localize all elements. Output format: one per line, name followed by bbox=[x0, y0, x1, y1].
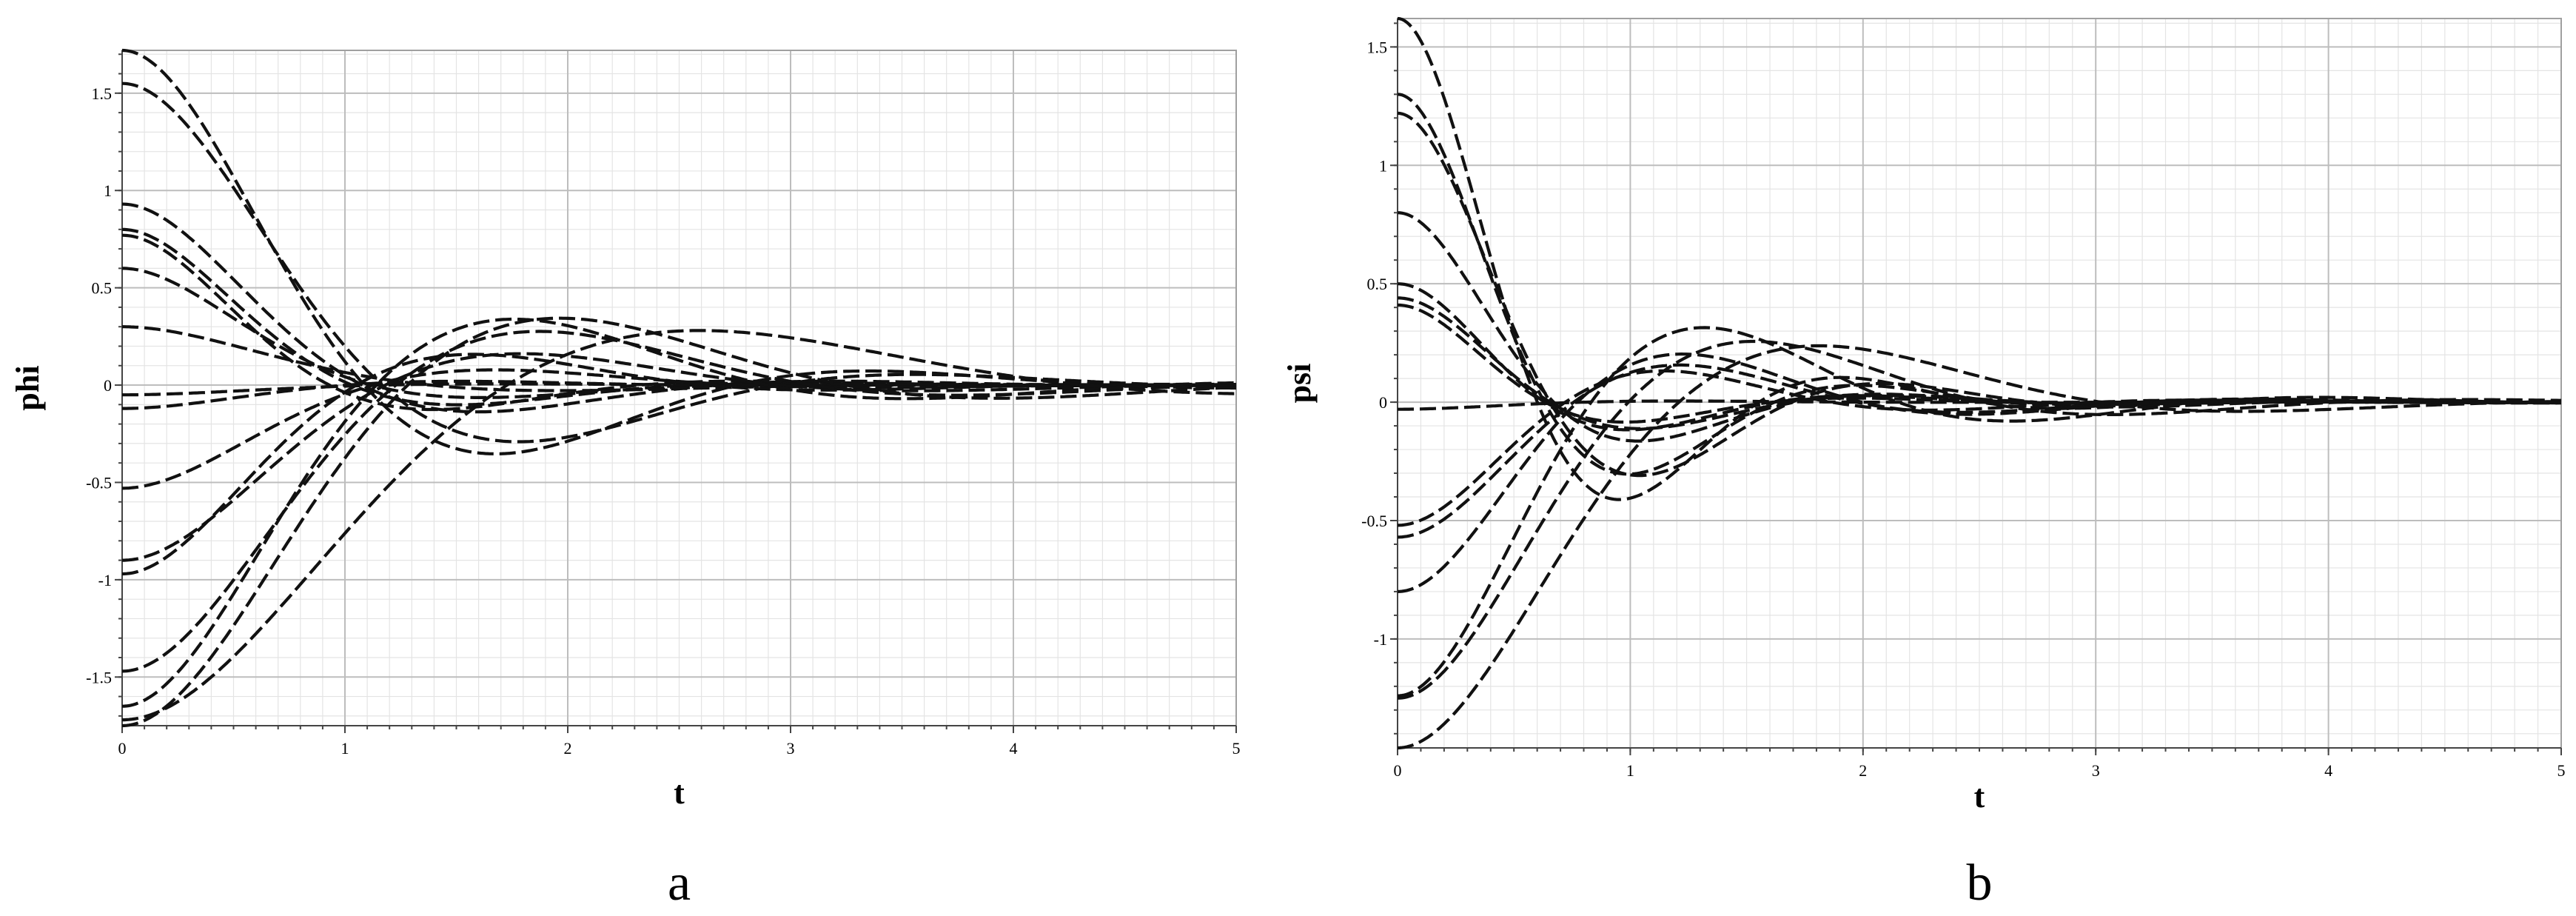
series-line-14 bbox=[1398, 344, 2561, 750]
panel-label: b bbox=[1967, 855, 1993, 912]
y-tick-label: -1 bbox=[98, 571, 112, 589]
y-tick-label: 1 bbox=[1379, 156, 1387, 175]
y-tick-label: 0 bbox=[104, 376, 112, 395]
chart-a: 0 1 2 3 4 5 -1.5 -1 -0.5 0 0.5 1 1.5 t phi a bbox=[10, 48, 1241, 912]
x-tick-label: 4 bbox=[1010, 739, 1018, 758]
x-tick-label: 3 bbox=[787, 739, 795, 758]
chart-b: 0 1 2 3 4 5 -1 -0.5 0 0.5 1 1.5 t psi b bbox=[1281, 16, 2566, 912]
series-line-11 bbox=[1398, 352, 2561, 593]
y-tick-label: -0.5 bbox=[86, 473, 112, 492]
y-tick-label: 1 bbox=[104, 181, 112, 200]
series-line-12 bbox=[122, 352, 1236, 576]
series-line-15 bbox=[122, 316, 1236, 728]
x-axis-title: t bbox=[1974, 778, 1985, 815]
y-tick-label: 1.5 bbox=[92, 84, 113, 103]
x-tick-label: 5 bbox=[1232, 739, 1241, 758]
x-tick-label: 5 bbox=[2557, 761, 2566, 780]
series-line-2 bbox=[122, 81, 1236, 444]
x-tick-label: 0 bbox=[118, 739, 127, 758]
x-tick-label: 0 bbox=[1394, 761, 1402, 780]
series-group bbox=[1398, 16, 2561, 750]
y-tick-label: -1.5 bbox=[86, 668, 112, 686]
grid bbox=[121, 50, 1237, 726]
y-tick-label: -1 bbox=[1374, 630, 1387, 649]
x-tick-label: 3 bbox=[2092, 761, 2100, 780]
x-tick-label: 2 bbox=[564, 739, 572, 758]
series-line-12 bbox=[1398, 326, 2561, 698]
series-line-16 bbox=[122, 329, 1236, 722]
x-tick-label: 2 bbox=[1859, 761, 1867, 780]
x-tick-label: 1 bbox=[1626, 761, 1634, 780]
series-line-14 bbox=[122, 317, 1236, 708]
y-axis-title: phi bbox=[10, 365, 46, 410]
y-tick-label: 0.5 bbox=[92, 279, 113, 298]
panel-label: a bbox=[668, 855, 691, 912]
y-tick-label: -0.5 bbox=[1361, 512, 1387, 530]
x-tick-label: 1 bbox=[341, 739, 349, 758]
x-tick-label: 4 bbox=[2324, 761, 2332, 780]
series-line-11 bbox=[122, 352, 1236, 562]
grid bbox=[1397, 19, 2562, 748]
y-tick-label: 0.5 bbox=[1367, 275, 1388, 293]
series-group bbox=[122, 48, 1236, 728]
y-tick-label: 0 bbox=[1379, 393, 1387, 412]
x-axis-title: t bbox=[674, 775, 685, 811]
y-axis-title: psi bbox=[1281, 364, 1318, 404]
y-tick-label: 1.5 bbox=[1367, 38, 1388, 56]
series-line-9 bbox=[122, 379, 1236, 410]
series-line-13 bbox=[1398, 339, 2561, 700]
